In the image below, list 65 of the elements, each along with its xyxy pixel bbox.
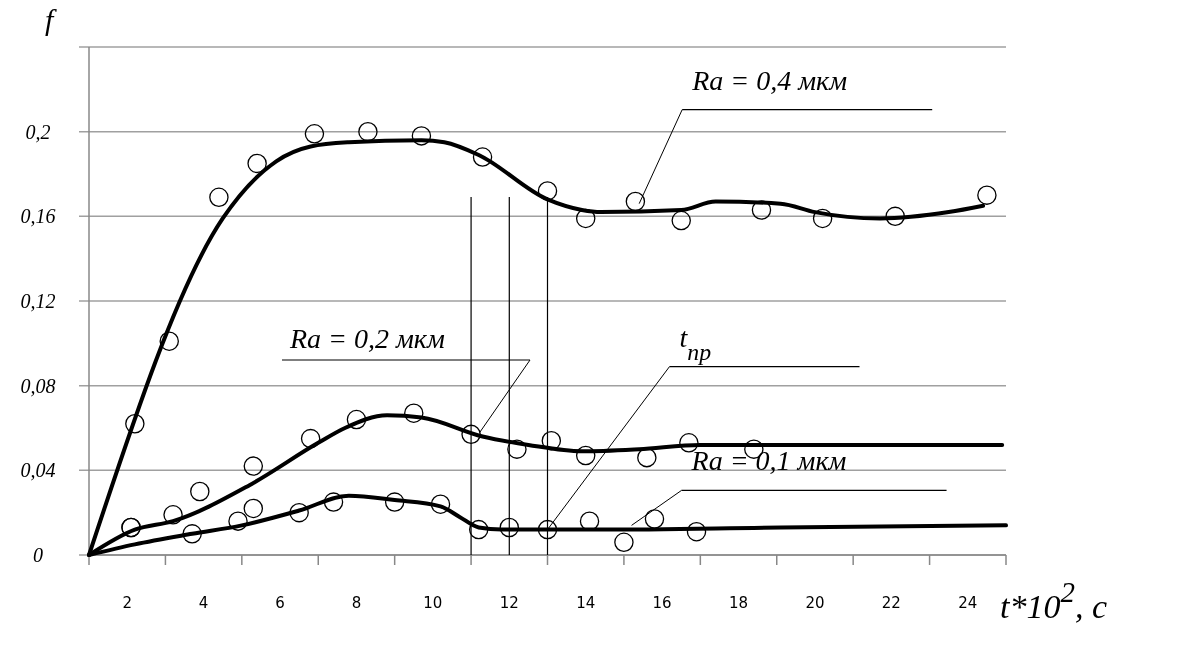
point [575, 445, 596, 466]
x-tick-label: 14 [576, 594, 596, 612]
x-tick-label: 10 [423, 594, 443, 612]
annotation: Ra = 0,2 мкм [289, 323, 445, 354]
x-tick-label: 12 [499, 594, 519, 612]
point [751, 200, 772, 220]
point [304, 124, 325, 144]
point [430, 494, 451, 514]
x-tick-label: 24 [958, 594, 978, 612]
point [671, 210, 691, 231]
point [159, 331, 179, 351]
point [537, 181, 558, 201]
point [190, 481, 210, 502]
point [411, 126, 432, 146]
point [323, 492, 344, 512]
y-tick-label: 0,04 [20, 459, 56, 482]
annotation: Ra = 0,1 мкм [690, 445, 847, 477]
point [182, 524, 202, 544]
point [404, 403, 424, 423]
point [358, 121, 378, 142]
point [507, 439, 527, 459]
point [644, 509, 665, 529]
x-tick-label: 20 [805, 594, 825, 612]
point [300, 428, 321, 449]
point [537, 519, 558, 540]
y-tick-label: 0,16 [20, 205, 56, 228]
y-tick-label: 0,08 [20, 374, 56, 397]
point [289, 502, 309, 523]
point [637, 447, 657, 468]
point [247, 153, 267, 174]
point [614, 532, 634, 553]
point [812, 208, 833, 229]
point [579, 511, 600, 531]
annotation: Ra = 0,4 мкм [691, 64, 848, 96]
point [686, 521, 707, 542]
point [625, 191, 646, 212]
point [472, 147, 493, 167]
x-axis-title: t*10$^{2}$, с [1000, 576, 1107, 625]
x-tick-label: 6 [275, 594, 285, 612]
point [243, 498, 264, 519]
x-tick-label: 8 [351, 594, 362, 612]
point [346, 409, 367, 430]
point [468, 519, 489, 540]
x-tick-label: 4 [198, 594, 209, 612]
y-tick-label: 0 [33, 544, 43, 566]
x-tick-label: 16 [652, 594, 672, 612]
annotation: t$_{пр}$ [679, 321, 712, 365]
x-tick-label: 18 [728, 594, 749, 612]
y-tick-label: 0,12 [20, 290, 56, 312]
point [228, 511, 248, 531]
point [243, 456, 264, 476]
y-axis-title: f [45, 3, 57, 36]
x-tick-label: 2 [122, 594, 132, 612]
point [541, 430, 562, 451]
y-tick-label: 0,2 [25, 120, 51, 143]
point [163, 505, 183, 525]
point [679, 433, 699, 453]
point [125, 414, 145, 434]
point [209, 187, 229, 208]
point [575, 208, 596, 229]
point [499, 517, 520, 538]
point [885, 206, 905, 227]
x-tick-label: 22 [881, 594, 901, 612]
point [384, 492, 405, 512]
point [977, 185, 997, 205]
